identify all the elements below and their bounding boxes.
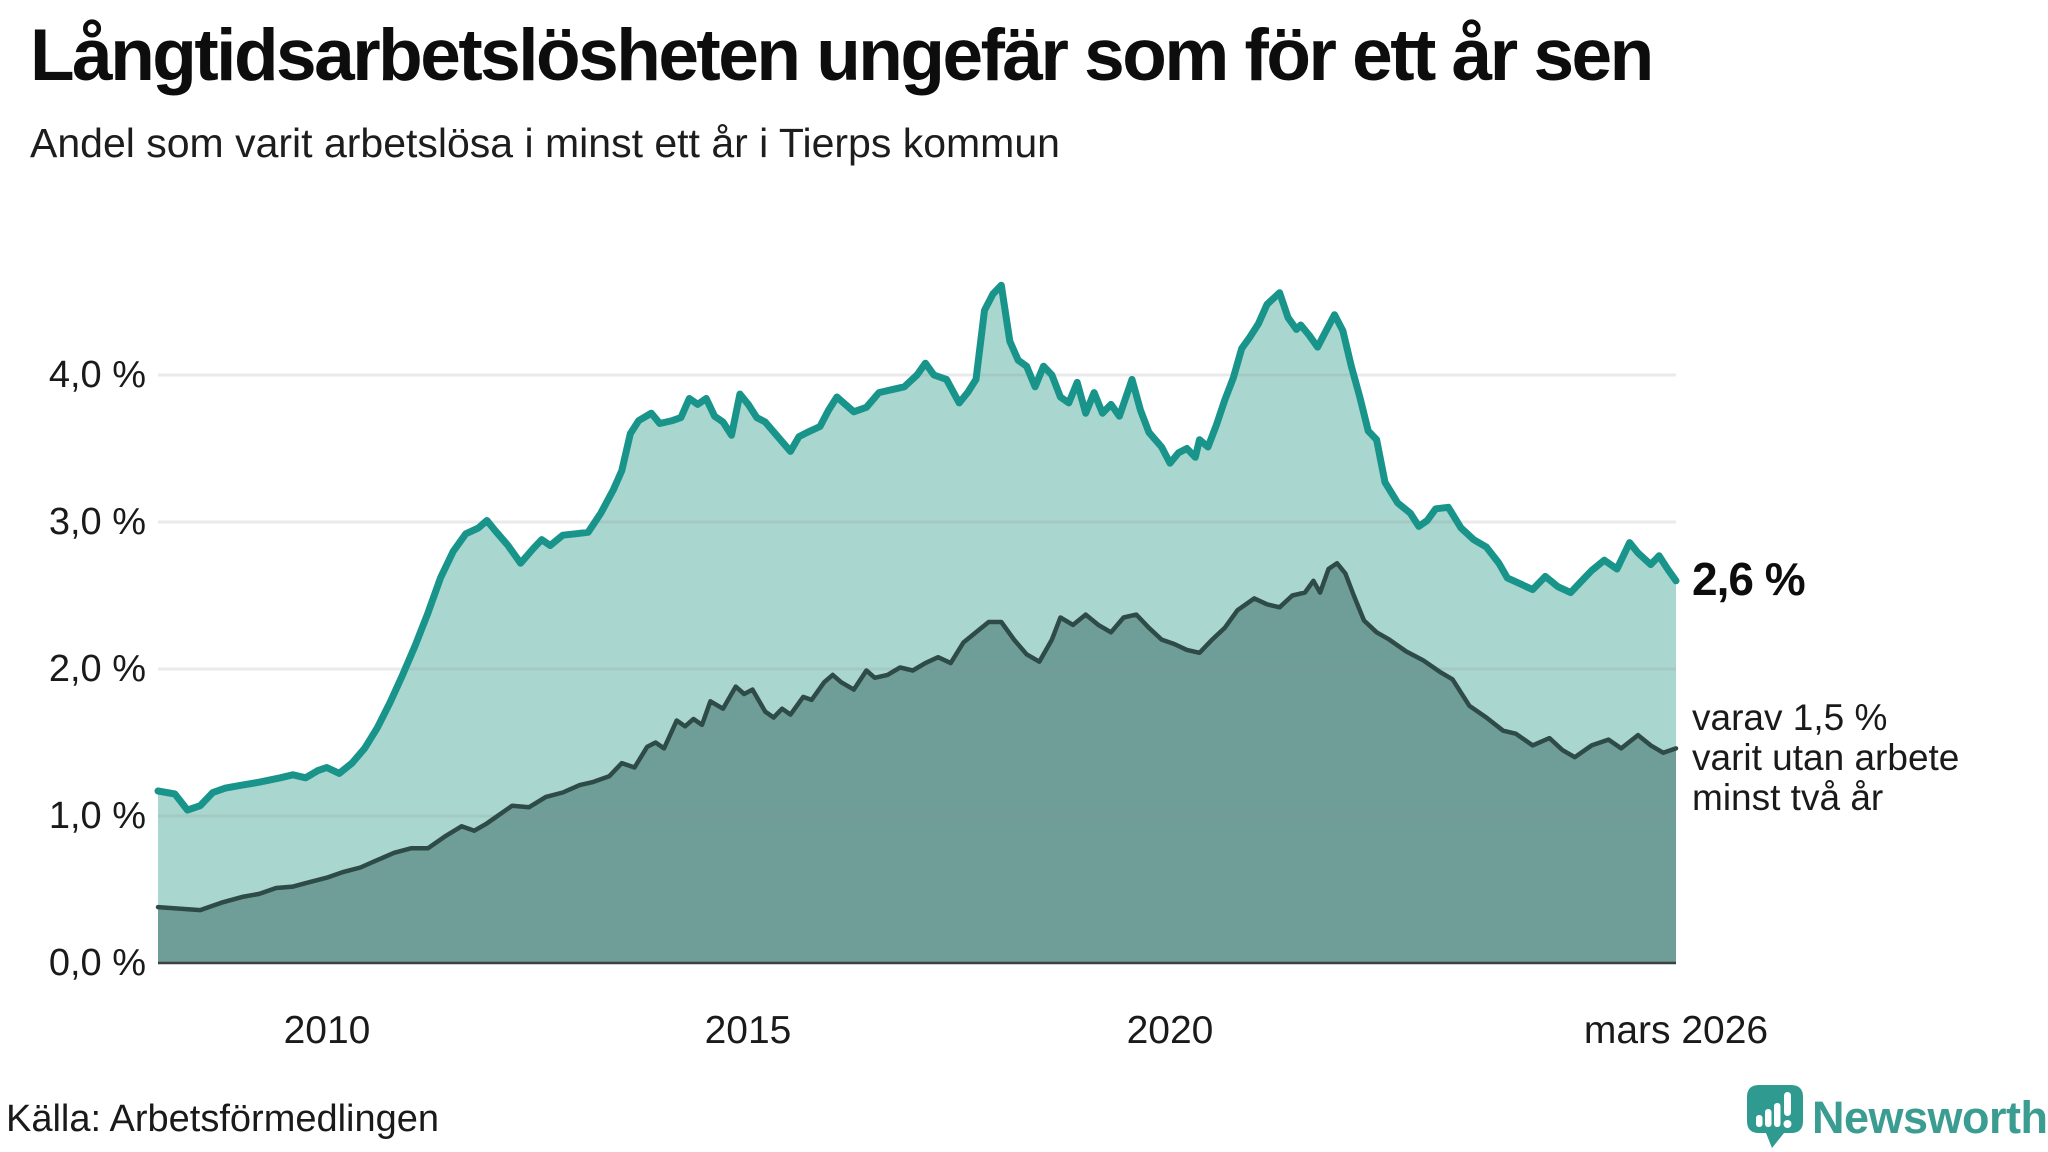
x-tick-label: mars 2026 bbox=[1583, 1009, 1769, 1052]
secondary-annotation-line: varit utan arbete bbox=[1692, 737, 1960, 778]
y-tick-label: 4,0 % bbox=[48, 354, 146, 396]
y-tick-label: 0,0 % bbox=[48, 942, 146, 984]
y-tick-label: 3,0 % bbox=[48, 501, 146, 543]
line-unemployed-2yr bbox=[155, 560, 1679, 913]
secondary-annotation-line: minst två år bbox=[1692, 777, 1884, 818]
newsworthy-logo-icon bbox=[1747, 1085, 1803, 1148]
page-subtitle: Andel som varit arbetslösa i minst ett å… bbox=[30, 120, 1060, 166]
y-tick-label: 2,0 % bbox=[48, 648, 146, 690]
newsworthy-wordmark: Newsworthy bbox=[1812, 1092, 2048, 1143]
area-unemployed-2yr bbox=[158, 563, 1676, 963]
page-title: Långtidsarbetslösheten ungefär som för e… bbox=[30, 15, 1654, 96]
secondary-series-annotation: varav 1,5 % varit utan arbete minst två … bbox=[1692, 698, 1959, 818]
x-tick-label: 2020 bbox=[1126, 1009, 1214, 1052]
x-tick-label: 2015 bbox=[704, 1009, 792, 1052]
source-credit: Källa: Arbetsförmedlingen bbox=[6, 1098, 440, 1140]
line-unemployed-1yr bbox=[154, 281, 1680, 814]
y-tick-label: 1,0 % bbox=[48, 795, 146, 837]
brand-lockup: Newsworthy bbox=[1744, 1082, 2048, 1152]
x-tick-label: 2010 bbox=[283, 1009, 371, 1052]
latest-value-label: 2,6 % bbox=[1692, 553, 1806, 605]
secondary-annotation-line: varav 1,5 % bbox=[1692, 697, 1888, 738]
